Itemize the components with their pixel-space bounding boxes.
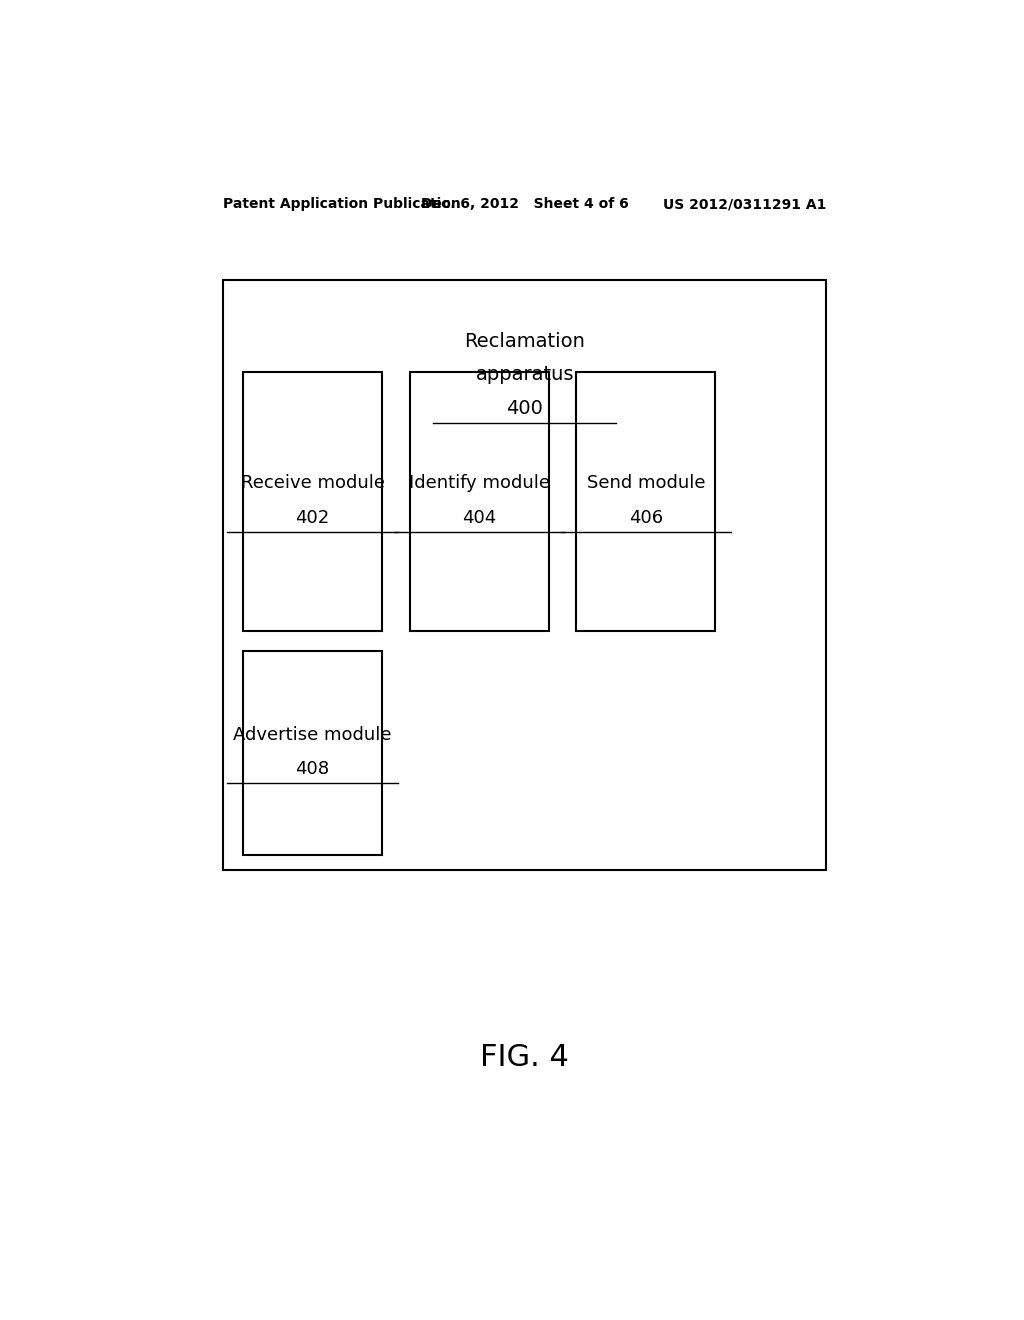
Text: 408: 408 xyxy=(296,760,330,779)
Text: 406: 406 xyxy=(629,508,663,527)
Text: apparatus: apparatus xyxy=(475,366,574,384)
Text: 404: 404 xyxy=(462,508,497,527)
Text: 400: 400 xyxy=(506,399,544,418)
Text: Reclamation: Reclamation xyxy=(464,331,586,351)
Text: US 2012/0311291 A1: US 2012/0311291 A1 xyxy=(663,197,826,211)
Text: Receive module: Receive module xyxy=(241,474,385,492)
Text: FIG. 4: FIG. 4 xyxy=(480,1043,569,1072)
Text: 402: 402 xyxy=(295,508,330,527)
Text: Dec. 6, 2012   Sheet 4 of 6: Dec. 6, 2012 Sheet 4 of 6 xyxy=(421,197,629,211)
Text: Patent Application Publication: Patent Application Publication xyxy=(223,197,461,211)
Text: Send module: Send module xyxy=(587,474,706,492)
Text: Identify module: Identify module xyxy=(409,474,550,492)
Text: Advertise module: Advertise module xyxy=(233,726,392,743)
